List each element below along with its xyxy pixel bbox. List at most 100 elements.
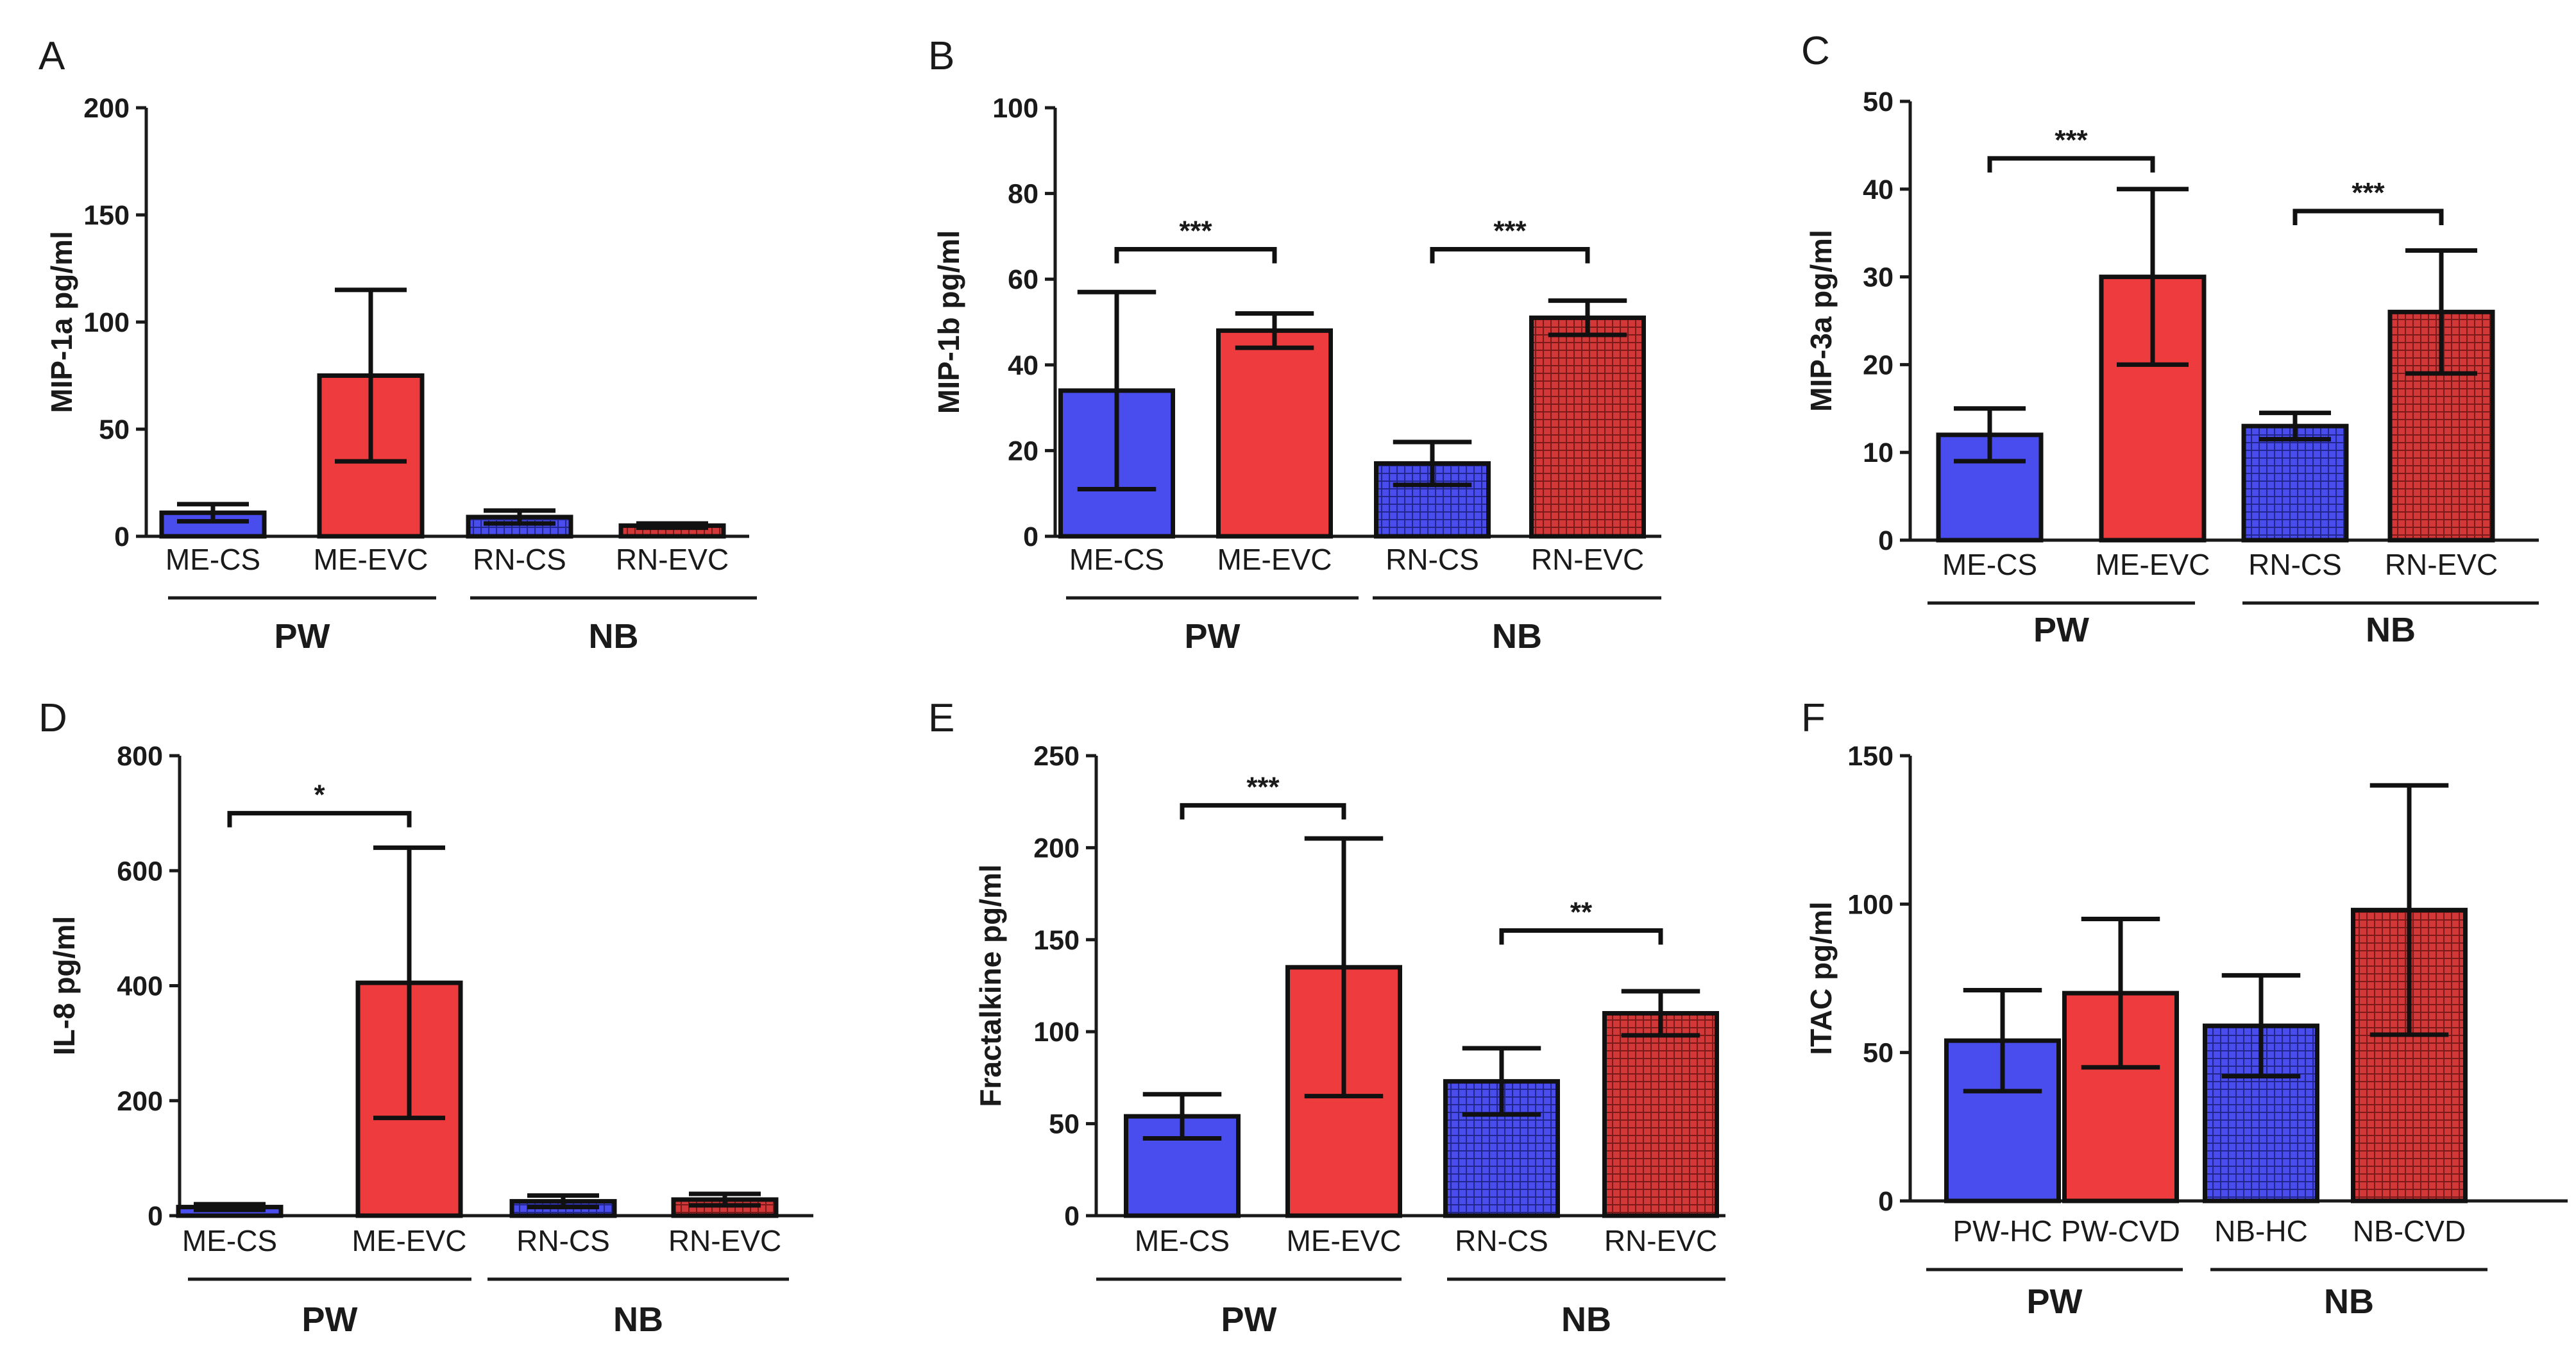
y-tick-label: 0 <box>1878 1186 1894 1217</box>
group-label-nb: NB <box>2324 1282 2374 1321</box>
x-tick-label: RN-EVC <box>616 543 729 576</box>
panel-letter: C <box>1801 29 1830 73</box>
group-label-nb: NB <box>613 1300 663 1339</box>
y-tick-label: 80 <box>1008 179 1038 210</box>
x-tick-label: NB-CVD <box>2353 1214 2466 1248</box>
significance-label: *** <box>1246 771 1280 803</box>
x-tick-label: ME-CS <box>1942 548 2037 581</box>
bar-me-cs <box>1124 1114 1241 1218</box>
y-tick-label: 0 <box>1023 522 1038 552</box>
y-tick-label: 200 <box>117 1086 163 1117</box>
y-tick-label: 0 <box>148 1201 163 1232</box>
y-tick-label: 100 <box>83 307 130 338</box>
group-label-pw: PW <box>275 617 330 656</box>
group-label-nb: NB <box>589 617 639 656</box>
y-axis-label: MIP-1b pg/ml <box>932 230 965 414</box>
x-tick-label: RN-EVC <box>1604 1224 1717 1257</box>
x-tick-label: ME-EVC <box>352 1224 467 1257</box>
y-tick-label: 50 <box>1049 1109 1080 1140</box>
y-tick-label: 40 <box>1863 174 1894 205</box>
y-tick-label: 100 <box>1847 889 1894 920</box>
y-tick-label: 10 <box>1863 438 1894 468</box>
x-tick-label: RN-EVC <box>1531 543 1644 576</box>
bar-rn-evc <box>1529 315 1646 539</box>
x-tick-label: ME-CS <box>1069 543 1164 576</box>
group-label-pw: PW <box>1221 1300 1277 1339</box>
panel-c: C 0 10 20 30 40 50 MIP-3a pg/ml ME-CS ME-EVC RN-CS… <box>1801 29 2539 649</box>
y-tick-label: 50 <box>99 414 130 445</box>
y-tick-label: 200 <box>83 93 130 124</box>
y-tick-label: 100 <box>992 93 1038 124</box>
panel-d: D 0 200 400 600 800 IL-8 pg/ml ME-CS ME-EVC RN-CS… <box>38 696 813 1339</box>
y-tick-label: 150 <box>83 200 130 231</box>
y-tick-label: 40 <box>1008 350 1038 381</box>
significance-bracket <box>1499 928 1663 945</box>
group-label-pw: PW <box>2027 1282 2083 1321</box>
group-label-pw: PW <box>2033 611 2089 649</box>
y-tick-label: 800 <box>117 741 163 772</box>
bar-me-evc <box>1216 328 1333 539</box>
y-tick-label: 150 <box>1847 741 1894 772</box>
y-tick-label: 150 <box>1033 925 1080 956</box>
x-tick-label: NB-HC <box>2214 1214 2308 1248</box>
group-label-nb: NB <box>1492 617 1542 656</box>
y-axis-label: ITAC pg/ml <box>1804 901 1838 1055</box>
bar-rn-cs <box>2241 423 2349 543</box>
x-tick-label: RN-EVC <box>668 1224 781 1257</box>
x-tick-label: ME-CS <box>165 543 260 576</box>
y-tick-label: 50 <box>1863 87 1894 117</box>
y-tick-label: 20 <box>1863 350 1894 380</box>
x-tick-label: PW-CVD <box>2061 1214 2180 1248</box>
panel-b: B 0 20 40 60 80 100 MIP-1b pg/ml ME-CS ME-EVC RN-C… <box>928 34 1661 656</box>
x-tick-label: ME-EVC <box>2096 548 2210 581</box>
y-tick-label: 0 <box>114 522 130 552</box>
group-label-pw: PW <box>1185 617 1241 656</box>
panel-a: A 0 50 100 150 200 MIP-1a pg/ml ME-CS ME-EVC RN-C… <box>38 34 757 656</box>
y-tick-label: 30 <box>1863 262 1894 293</box>
y-tick-label: 60 <box>1008 264 1038 295</box>
x-tick-label: RN-CS <box>1455 1224 1548 1257</box>
y-tick-label: 200 <box>1033 833 1080 863</box>
y-tick-label: 50 <box>1863 1038 1894 1069</box>
panel-letter: A <box>38 34 65 78</box>
y-axis-label: IL-8 pg/ml <box>47 916 81 1055</box>
significance-label: *** <box>1179 215 1212 246</box>
panel-letter: D <box>38 696 67 740</box>
group-label-nb: NB <box>2366 611 2416 649</box>
significance-label: *** <box>2351 177 2385 208</box>
significance-bracket <box>2292 208 2444 225</box>
panel-letter: B <box>928 34 954 78</box>
x-tick-label: RN-CS <box>516 1224 610 1257</box>
significance-label: *** <box>2055 124 2088 156</box>
y-tick-label: 20 <box>1008 436 1038 466</box>
y-axis-label: MIP-1a pg/ml <box>45 231 78 413</box>
significance-label: ** <box>1570 896 1593 928</box>
significance-bracket <box>1114 246 1277 264</box>
group-label-pw: PW <box>302 1300 358 1339</box>
y-axis-label: MIP-3a pg/ml <box>1804 230 1838 412</box>
y-tick-label: 0 <box>1878 525 1894 556</box>
x-tick-label: ME-EVC <box>1217 543 1332 576</box>
x-tick-label: ME-CS <box>1135 1224 1230 1257</box>
significance-bracket <box>1430 246 1590 264</box>
x-tick-label: ME-CS <box>182 1224 277 1257</box>
significance-label: *** <box>1493 215 1527 246</box>
y-tick-label: 400 <box>117 971 163 1002</box>
y-tick-label: 0 <box>1064 1201 1080 1232</box>
x-tick-label: PW-HC <box>1953 1214 2052 1248</box>
x-tick-label: RN-EVC <box>2385 548 2498 581</box>
x-tick-label: ME-EVC <box>1287 1224 1402 1257</box>
y-tick-label: 250 <box>1033 741 1080 772</box>
significance-label: * <box>314 779 325 811</box>
significance-bracket <box>227 811 412 828</box>
y-tick-label: 100 <box>1033 1017 1080 1048</box>
x-tick-label: ME-EVC <box>314 543 428 576</box>
group-label-nb: NB <box>1561 1300 1611 1339</box>
panel-f: F 0 50 100 150 ITAC pg/ml PW-HC PW-CVD NB-HC NB-C… <box>1801 696 2568 1321</box>
significance-bracket <box>1987 156 2155 173</box>
y-axis-label: Fractalkine pg/ml <box>974 864 1007 1107</box>
significance-bracket <box>1180 803 1346 820</box>
bar-rn-evc <box>1602 1011 1719 1218</box>
panel-e: E 0 50 100 150 200 250 Fractalkine pg/ml ME-CS ME… <box>928 696 1725 1339</box>
